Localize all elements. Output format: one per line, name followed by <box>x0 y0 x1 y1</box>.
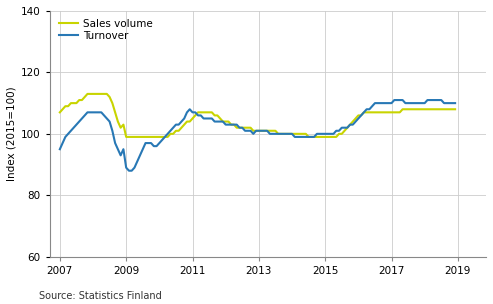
Sales volume <box>344 126 350 130</box>
Sales volume <box>84 92 90 96</box>
Turnover <box>57 147 63 151</box>
Sales volume <box>184 120 190 123</box>
Turnover <box>391 98 397 102</box>
Sales volume <box>87 92 93 96</box>
Turnover <box>115 147 121 151</box>
Sales volume <box>386 111 392 114</box>
Line: Turnover: Turnover <box>60 100 455 171</box>
Turnover <box>378 101 384 105</box>
Turnover <box>126 169 132 173</box>
Sales volume <box>57 111 63 114</box>
Sales volume <box>380 111 386 114</box>
Sales volume <box>123 135 129 139</box>
Line: Sales volume: Sales volume <box>60 94 455 137</box>
Sales volume <box>452 107 458 111</box>
Turnover <box>452 101 458 105</box>
Sales volume <box>118 126 124 130</box>
Turnover <box>181 117 187 120</box>
Legend: Sales volume, Turnover: Sales volume, Turnover <box>60 19 153 41</box>
Y-axis label: Index (2015=100): Index (2015=100) <box>7 87 17 181</box>
Turnover <box>342 126 348 130</box>
Turnover <box>383 101 389 105</box>
Text: Source: Statistics Finland: Source: Statistics Finland <box>39 291 162 301</box>
Turnover <box>84 111 90 114</box>
